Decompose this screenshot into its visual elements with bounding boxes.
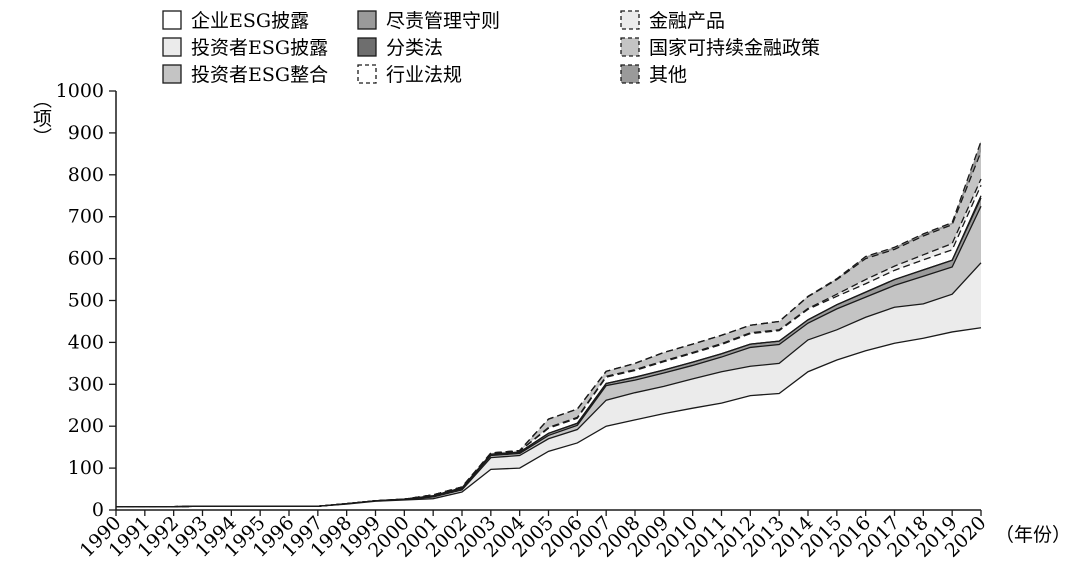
area-企业ESG披露 <box>116 327 981 510</box>
legend-swatch <box>162 10 182 30</box>
y-axis-title: （项） <box>30 90 52 147</box>
legend-swatch <box>162 37 182 57</box>
legend-label: 国家可持续金融政策 <box>649 37 820 59</box>
legend-label: 行业法规 <box>386 64 462 86</box>
series-line-其他 <box>116 141 982 508</box>
legend-label: 分类法 <box>386 37 443 59</box>
legend-item-投资者ESG整合: 投资者ESG整合 <box>162 64 328 86</box>
legend-swatch <box>162 64 182 84</box>
legend-label: 金融产品 <box>649 10 725 32</box>
legend-item-行业法规: 行业法规 <box>357 64 462 86</box>
x-axis-title: （年份） <box>995 524 1071 546</box>
legend-item-金融产品: 金融产品 <box>620 10 725 32</box>
y-tick-label: 800 <box>68 164 104 186</box>
y-tick-label: 100 <box>68 457 104 479</box>
legend-item-投资者ESG披露: 投资者ESG披露 <box>162 37 328 59</box>
legend-item-国家可持续金融政策: 国家可持续金融政策 <box>620 37 820 59</box>
legend-label: 其他 <box>649 64 687 86</box>
legend-swatch <box>357 37 377 57</box>
y-tick-label: 400 <box>68 331 104 353</box>
y-tick-label: 600 <box>68 248 104 270</box>
legend-label: 企业ESG披露 <box>191 10 309 32</box>
y-tick-label: 200 <box>68 415 104 437</box>
y-tick-label: 0 <box>92 499 104 521</box>
x-ticks: 1990199119921993199419951996199719981999… <box>76 510 991 562</box>
legend-label: 尽责管理守则 <box>386 10 500 32</box>
plot-areas <box>116 141 982 510</box>
legend-swatch <box>357 10 377 30</box>
legend-label: 投资者ESG整合 <box>191 64 328 86</box>
y-ticks: 0 100 200 300 400 500 600 700 800 900 1000 <box>56 80 116 521</box>
legend-swatch <box>620 10 640 30</box>
legend-swatch <box>620 37 640 57</box>
legend-label: 投资者ESG披露 <box>191 37 328 59</box>
y-tick-label: 500 <box>68 290 104 312</box>
legend-item-尽责管理守则: 尽责管理守则 <box>357 10 500 32</box>
legend-swatch <box>357 64 377 84</box>
y-tick-label: 900 <box>68 122 104 144</box>
legend-item-分类法: 分类法 <box>357 37 443 59</box>
y-tick-label: 700 <box>68 206 104 228</box>
legend-item-企业ESG披露: 企业ESG披露 <box>162 10 309 32</box>
y-tick-label: 1000 <box>56 80 104 102</box>
legend-swatch <box>620 64 640 84</box>
y-tick-label: 300 <box>68 373 104 395</box>
legend-item-其他: 其他 <box>620 64 687 86</box>
